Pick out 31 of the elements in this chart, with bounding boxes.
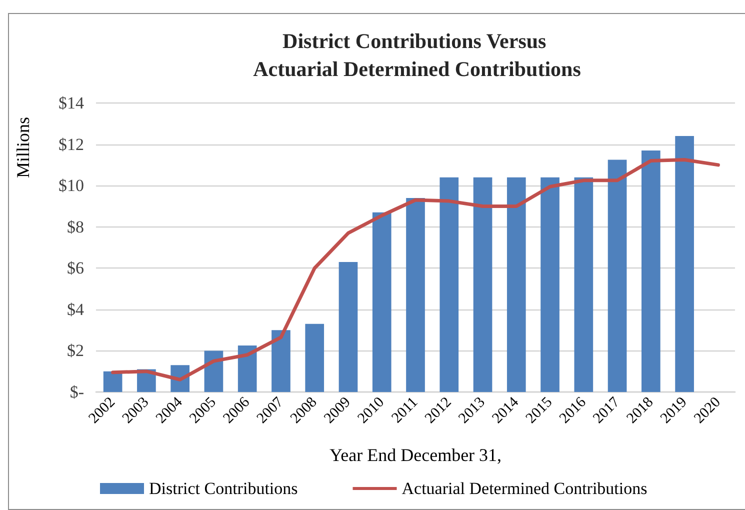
bar [506,177,526,392]
bar [272,330,290,392]
bar [675,136,694,392]
bar [372,212,392,392]
y-tick-label: $- [70,382,84,402]
legend-label: District Contributions [149,479,298,498]
y-tick-label: $10 [58,176,84,196]
bar [574,177,594,392]
bar [642,150,660,392]
y-tick-label: $6 [67,258,84,278]
bar [204,350,224,392]
bar [338,262,358,392]
y-tick-label: $2 [67,341,84,360]
x-axis-title: Year End December 31, [329,445,502,465]
y-tick-label: $14 [58,94,84,112]
legend-label: Actuarial Determined Contributions [402,479,648,498]
y-tick-label: $12 [58,134,84,154]
chart-title: District Contributions Versus Actuarial Determined Contributions [253,29,581,81]
bar [238,346,257,392]
bar [440,177,459,392]
y-tick-label: $8 [67,217,84,236]
bar [540,177,560,392]
bar [103,371,122,392]
line-series [111,158,720,382]
y-tick-label: $4 [67,300,84,319]
bar [305,324,324,392]
x-tick-label: 2011 [389,394,422,426]
bar [473,177,492,392]
bar [608,160,627,392]
y-axis-title: Millions [13,116,33,178]
bar [406,198,425,392]
